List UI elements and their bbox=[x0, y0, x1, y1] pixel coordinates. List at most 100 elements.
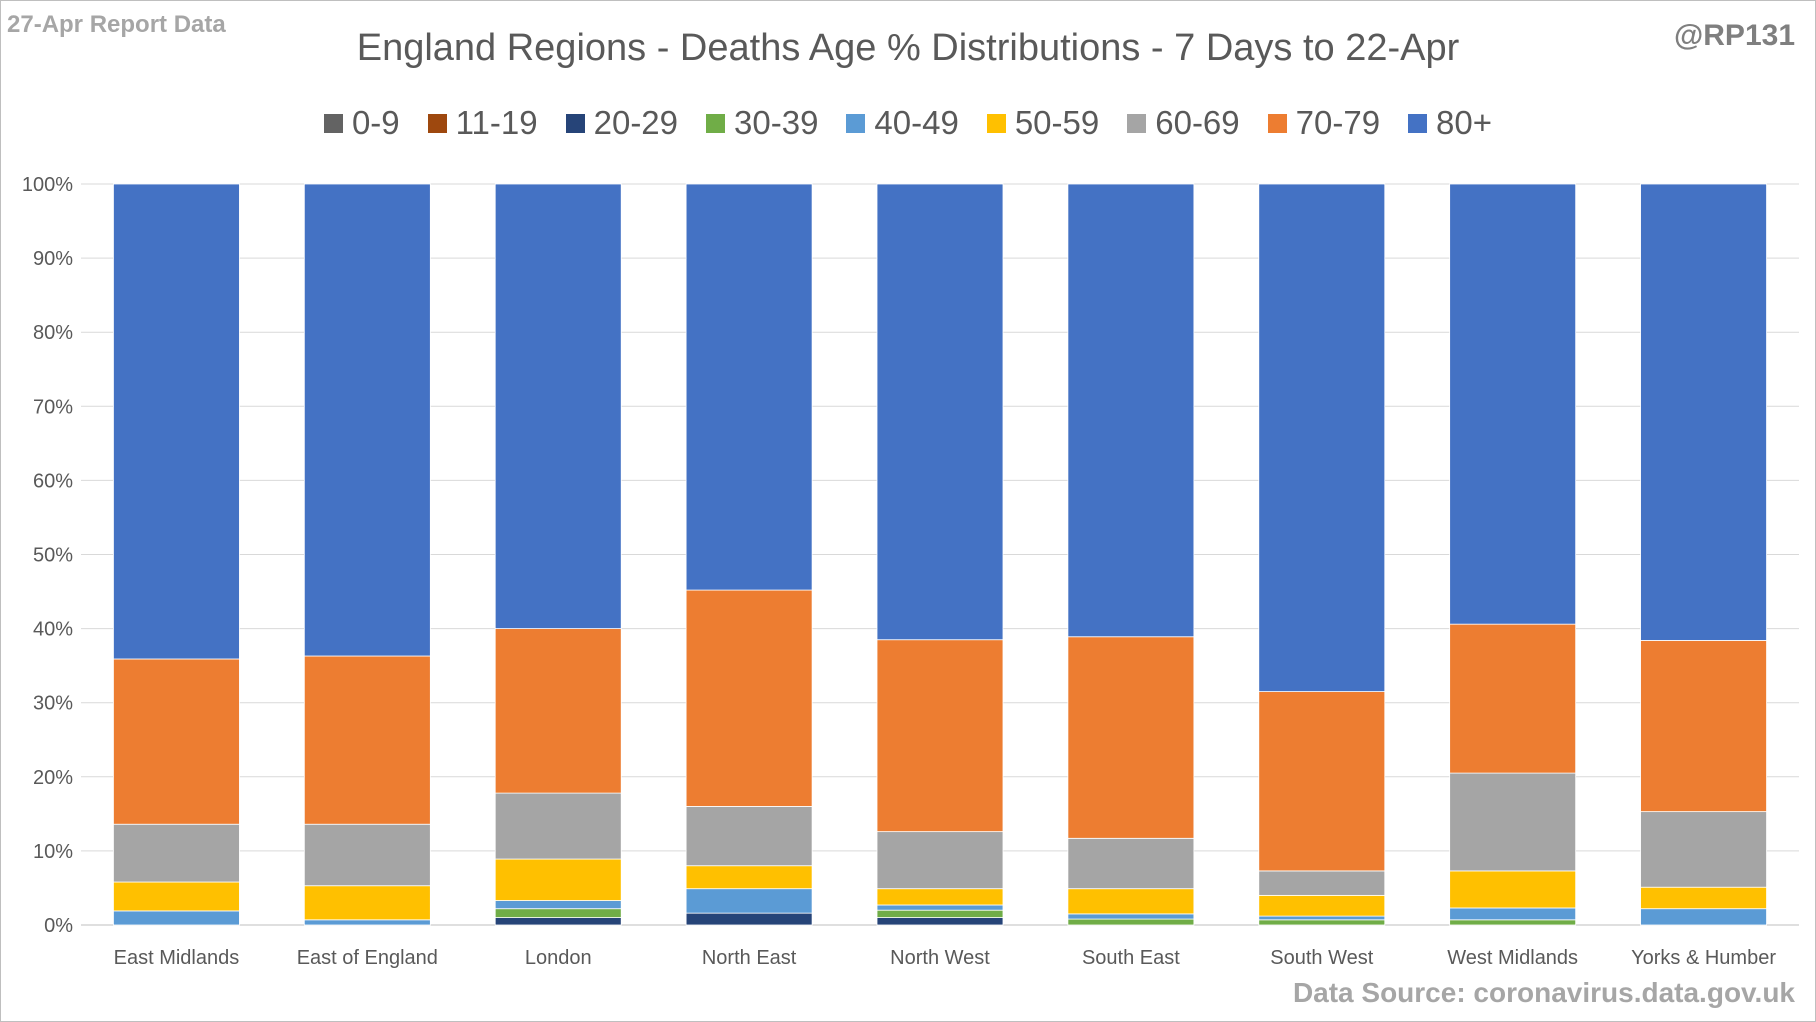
bar-segment bbox=[1067, 888, 1195, 915]
bar-segment bbox=[494, 183, 622, 630]
bar-segment bbox=[1067, 837, 1195, 890]
legend-label: 80+ bbox=[1436, 104, 1493, 141]
legend-item: 70-79 bbox=[1267, 104, 1381, 142]
bar-segment bbox=[876, 831, 1004, 890]
y-tick-label: 40% bbox=[33, 619, 73, 641]
bar-segment bbox=[876, 183, 1004, 641]
legend-swatch bbox=[1127, 114, 1147, 133]
x-tick-label: South West bbox=[1270, 947, 1373, 969]
bar-segment bbox=[1067, 918, 1195, 926]
legend-swatch bbox=[986, 114, 1006, 133]
y-tick-label: 90% bbox=[33, 248, 73, 270]
y-tick-label: 20% bbox=[33, 767, 73, 789]
legend-label: 11-19 bbox=[455, 104, 538, 141]
bar-segment bbox=[876, 917, 1004, 926]
bar-segment bbox=[1640, 886, 1767, 910]
bar-segment bbox=[303, 183, 431, 657]
legend-swatch bbox=[1408, 114, 1428, 133]
x-tick-label: West Midlands bbox=[1447, 947, 1578, 969]
bar-segment bbox=[113, 881, 240, 912]
bar-segment bbox=[1258, 870, 1386, 896]
bar-segment bbox=[494, 917, 622, 926]
bar-segment bbox=[303, 655, 431, 825]
data-source-label: Data Source: coronavirus.data.gov.uk bbox=[1292, 977, 1795, 1008]
legend-swatch bbox=[565, 114, 585, 133]
legend-item: 20-29 bbox=[565, 104, 679, 142]
legend-label: 20-29 bbox=[593, 104, 679, 141]
chart-legend: 0-9 11-19 20-29 30-39 40-49 50-59 60-69 70-79 80… bbox=[1, 104, 1815, 142]
bar-segment bbox=[113, 823, 240, 883]
y-tick-label: 30% bbox=[33, 693, 73, 715]
y-tick-label: 70% bbox=[33, 396, 73, 418]
bar-segment bbox=[1640, 908, 1767, 926]
bar-segment bbox=[303, 919, 431, 926]
report-date-label: 27-Apr Report Data bbox=[7, 11, 226, 38]
legend-item: 80+ bbox=[1408, 104, 1492, 142]
legend-swatch bbox=[1267, 114, 1287, 133]
bar-segment bbox=[303, 823, 431, 887]
legend-label: 30-39 bbox=[734, 104, 819, 141]
bar-segment bbox=[1258, 183, 1386, 692]
bar-segment bbox=[876, 639, 1004, 833]
x-tick-label: North West bbox=[890, 947, 990, 969]
bar-segment bbox=[685, 806, 813, 867]
author-handle: @RP131 bbox=[1674, 19, 1795, 52]
bar-segment bbox=[1449, 919, 1577, 926]
legend-label: 60-69 bbox=[1155, 104, 1240, 141]
legend-item: 30-39 bbox=[706, 104, 818, 142]
legend-item: 60-69 bbox=[1127, 104, 1240, 142]
bar-segment bbox=[876, 888, 1004, 906]
x-tick-label: Yorks & Humber bbox=[1631, 947, 1776, 969]
legend-item: 0-9 bbox=[323, 104, 400, 142]
legend-item: 11-19 bbox=[427, 104, 538, 142]
bar-segment bbox=[876, 904, 1004, 911]
x-tick-label: London bbox=[525, 947, 592, 969]
bar-segment bbox=[1067, 913, 1195, 920]
bar-segment bbox=[1449, 183, 1577, 625]
bar-segment bbox=[494, 858, 622, 901]
y-tick-label: 60% bbox=[33, 470, 73, 492]
legend-swatch bbox=[706, 114, 726, 133]
bar-segment bbox=[1449, 907, 1577, 921]
bar-segment bbox=[113, 910, 240, 926]
legend-item: 40-49 bbox=[846, 104, 959, 142]
x-tick-label: East of England bbox=[297, 947, 438, 969]
bar-segment bbox=[1258, 691, 1386, 872]
legend-label: 0-9 bbox=[351, 104, 400, 141]
bar-segment bbox=[685, 912, 813, 926]
bar-segment bbox=[494, 792, 622, 860]
bar-segment bbox=[494, 628, 622, 794]
bar-segment bbox=[1067, 636, 1195, 839]
bar-segment bbox=[1258, 915, 1386, 921]
legend-swatch bbox=[427, 114, 447, 133]
bar-segment bbox=[1449, 870, 1577, 909]
bar-segment bbox=[685, 865, 813, 890]
bar-segment bbox=[494, 908, 622, 918]
legend-item: 50-59 bbox=[986, 104, 1100, 142]
legend-label: 40-49 bbox=[874, 104, 959, 141]
y-tick-label: 10% bbox=[33, 841, 73, 863]
bar-segment bbox=[685, 888, 813, 914]
bar-segment bbox=[1449, 772, 1577, 872]
legend-label: 70-79 bbox=[1295, 104, 1381, 141]
legend-label: 50-59 bbox=[1014, 104, 1100, 141]
bar-segment bbox=[1640, 640, 1767, 813]
y-tick-label: 80% bbox=[33, 322, 73, 344]
bar-segment bbox=[685, 183, 813, 591]
bar-segment bbox=[494, 900, 622, 910]
chart-title: England Regions - Deaths Age % Distribut… bbox=[356, 27, 1460, 69]
x-tick-label: East Midlands bbox=[114, 947, 240, 969]
bar-segment bbox=[113, 658, 240, 825]
bar-segment bbox=[1640, 811, 1767, 888]
x-tick-label: South East bbox=[1082, 947, 1180, 969]
y-tick-label: 50% bbox=[33, 545, 73, 567]
bar-segment bbox=[113, 183, 240, 660]
y-tick-label: 0% bbox=[44, 915, 73, 937]
bar-segment bbox=[1067, 183, 1195, 638]
legend-swatch bbox=[323, 114, 343, 133]
legend-swatch bbox=[846, 114, 866, 133]
y-tick-label: 100% bbox=[22, 174, 73, 196]
bar-segment bbox=[1449, 623, 1577, 774]
